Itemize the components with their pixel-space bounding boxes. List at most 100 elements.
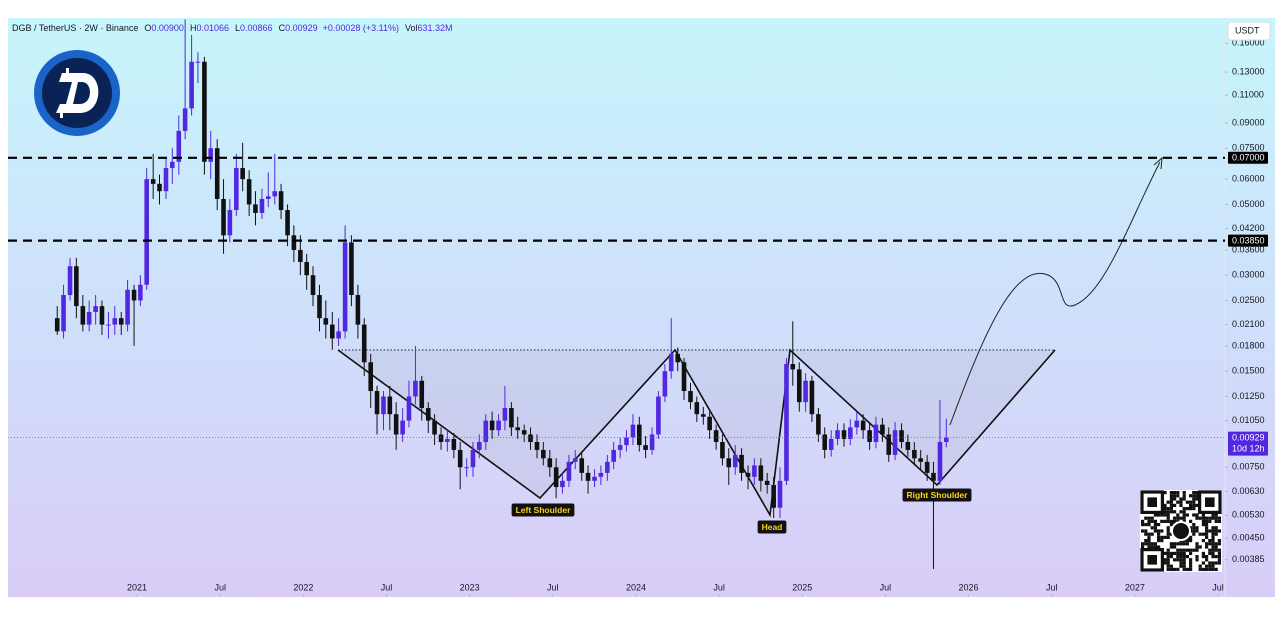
qr-module	[1173, 491, 1177, 495]
qr-module	[1217, 555, 1221, 559]
qr-module	[1182, 558, 1186, 562]
y-tick-label: 0.16000	[1232, 38, 1265, 48]
qr-module	[1208, 548, 1212, 552]
candle-body	[803, 380, 808, 403]
qr-module	[1211, 539, 1215, 543]
candle-body	[432, 420, 437, 435]
stat-label: C	[279, 23, 286, 33]
qr-module	[1169, 500, 1173, 504]
qr-module	[1179, 558, 1183, 562]
qr-module	[1205, 555, 1209, 559]
candle-body	[880, 424, 885, 435]
candle-body	[93, 306, 98, 312]
qr-module	[1173, 542, 1177, 546]
qr-module	[1157, 545, 1161, 549]
candle-body	[816, 414, 821, 435]
projection-curve	[949, 161, 1161, 426]
qr-module	[1205, 542, 1209, 546]
qr-finder	[1140, 547, 1164, 572]
unit-box	[1227, 21, 1271, 41]
candle-body	[931, 472, 936, 481]
qr-module	[1166, 555, 1170, 559]
qr-module	[1211, 551, 1215, 555]
qr-module	[1214, 542, 1218, 546]
y-tick-label: 0.09000	[1232, 117, 1265, 127]
qr-module	[1169, 555, 1173, 559]
qr-module	[1192, 507, 1196, 511]
candle-body	[54, 318, 60, 332]
qr-module	[1163, 535, 1167, 539]
qr-module	[1163, 503, 1167, 507]
qr-module	[1205, 526, 1209, 530]
qr-module	[1144, 539, 1148, 543]
stat-value: 0.00929	[285, 23, 318, 33]
candle-body	[905, 441, 911, 450]
stat-value: 0.00900	[151, 23, 184, 33]
qr-module	[1189, 500, 1193, 504]
qr-module	[1157, 535, 1161, 539]
qr-module	[1166, 526, 1170, 530]
y-tick-label: 0.05000	[1232, 199, 1265, 209]
candle-body	[886, 434, 892, 455]
qr-module	[1179, 564, 1183, 568]
qr-finder	[1140, 490, 1164, 514]
candle-body	[662, 371, 668, 397]
qr-module	[1163, 551, 1167, 555]
candle-body	[477, 441, 482, 450]
qr-module	[1179, 516, 1183, 520]
qr-module	[1217, 529, 1221, 533]
qr-module	[1185, 507, 1189, 511]
qr-module	[1141, 529, 1145, 533]
qr-module	[1176, 519, 1180, 523]
qr-module	[1211, 561, 1215, 565]
candle-body	[572, 458, 578, 462]
qr-module	[1208, 567, 1212, 571]
qr-module	[1173, 516, 1177, 520]
qr-module	[1157, 513, 1161, 517]
qr-module	[1192, 548, 1196, 552]
candle-body	[202, 61, 207, 162]
qr-module	[1169, 503, 1173, 507]
candle-body	[598, 472, 604, 477]
candle-body	[451, 438, 457, 450]
candle-body	[80, 306, 86, 325]
candle-body	[425, 408, 431, 421]
qr-module	[1144, 523, 1148, 527]
candle-body	[854, 420, 860, 428]
candle-body	[656, 396, 661, 435]
candle-body	[777, 480, 783, 508]
qr-module	[1201, 532, 1205, 536]
qr-module	[1201, 523, 1205, 527]
candle-body	[726, 458, 732, 468]
candle-body	[61, 295, 66, 332]
candle-body	[515, 427, 521, 431]
candle-body	[528, 434, 533, 442]
qr-module	[1163, 513, 1167, 517]
candle-body	[912, 449, 917, 459]
candle-body	[739, 454, 744, 473]
candle-body	[643, 445, 648, 450]
candle-body	[67, 266, 73, 296]
qr-module	[1169, 510, 1173, 514]
qr-module	[1214, 529, 1218, 533]
qr-module	[1189, 567, 1193, 571]
qr-module	[1192, 523, 1196, 527]
qr-module	[1214, 555, 1218, 559]
candle-body	[361, 324, 367, 363]
qr-module	[1211, 516, 1215, 520]
qr-module	[1160, 535, 1164, 539]
qr-module	[1163, 558, 1167, 562]
qr-module	[1205, 558, 1209, 562]
qr-module	[1169, 491, 1173, 495]
candle-body	[943, 437, 949, 442]
candle-body	[374, 391, 380, 415]
candle-body	[918, 458, 923, 462]
qr-module	[1166, 510, 1170, 514]
y-tick-label: 0.11000	[1232, 90, 1264, 100]
candle-body	[240, 168, 245, 180]
qr-module	[1211, 555, 1215, 559]
qr-module	[1169, 545, 1173, 549]
qr-module	[1153, 542, 1157, 546]
qr-module	[1208, 551, 1212, 555]
candle-body	[924, 461, 930, 473]
